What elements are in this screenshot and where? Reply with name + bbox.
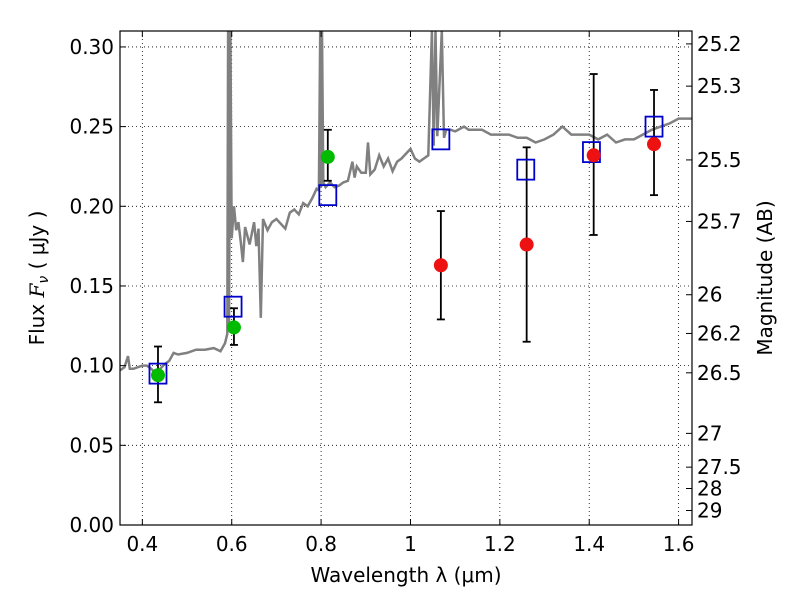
spectrum-line <box>120 31 692 376</box>
y2-tick-label: 29 <box>697 498 722 522</box>
y-tick-label: 0.00 <box>69 513 114 537</box>
circle-marker <box>226 320 241 335</box>
square-marker <box>431 128 451 151</box>
circle-marker <box>519 237 534 252</box>
y-tick-label: 0.25 <box>69 115 114 139</box>
x-axis-label: Wavelength λ (μm) <box>310 563 501 587</box>
square-marker <box>582 141 601 164</box>
y2-tick-label: 25.3 <box>697 74 742 98</box>
y2-tick-label: 26 <box>697 283 722 307</box>
y2-tick-label: 28 <box>697 477 722 501</box>
y2-tick-label: 27.5 <box>697 455 742 479</box>
marker-layer <box>148 115 664 385</box>
square-marker <box>148 362 168 385</box>
y-tick-label: 0.20 <box>69 194 114 218</box>
x-tick-label: 0.4 <box>126 532 158 556</box>
x-tick-label: 0.6 <box>216 532 248 556</box>
circle-marker <box>647 137 662 152</box>
y2-tick-label: 25.7 <box>697 209 742 233</box>
y-tick-label: 0.15 <box>69 274 114 298</box>
square-marker <box>318 184 338 207</box>
y-axis-label-prefix: Flux <box>25 297 49 345</box>
y-axis-label-symbol: F <box>25 282 49 298</box>
tick-layer: 0.4 0.6 0.8 1 1.2 1.4 1.6 0.00 0.05 0.10 0.15 0.20 0… <box>69 31 742 556</box>
y2-tick-label: 25.5 <box>697 148 742 172</box>
y2-tick-label: 26.5 <box>697 361 742 385</box>
y2-axis-label: Magnitude (AB) <box>753 200 777 355</box>
x-tick-label: 1 <box>404 532 417 556</box>
plot-frame <box>119 30 693 526</box>
y-tick-label: 0.30 <box>69 35 114 59</box>
x-tick-label: 1.4 <box>573 532 605 556</box>
x-tick-label: 1.6 <box>663 532 695 556</box>
circle-marker <box>586 148 601 163</box>
circle-marker <box>150 368 165 383</box>
y-tick-label: 0.05 <box>69 433 114 457</box>
y-axis-label-subscript: ν <box>36 276 52 284</box>
spectrum-layer <box>120 31 692 376</box>
circle-marker <box>433 258 448 273</box>
square-marker <box>223 295 243 318</box>
y2-tick-label: 27 <box>697 421 722 445</box>
square-marker <box>644 115 664 138</box>
x-tick-label: 0.8 <box>305 532 337 556</box>
y-axis-label-unit: ( μJy ) <box>25 211 49 276</box>
y2-tick-label: 25.2 <box>697 32 742 56</box>
square-marker <box>516 158 536 181</box>
y2-tick-label: 26.2 <box>697 321 742 345</box>
grid <box>120 31 692 526</box>
y-axis-label: Flux Fν ( μJy ) <box>25 211 52 346</box>
circle-marker <box>320 149 335 164</box>
x-tick-label: 1.2 <box>484 532 516 556</box>
y-tick-label: 0.10 <box>69 354 114 378</box>
